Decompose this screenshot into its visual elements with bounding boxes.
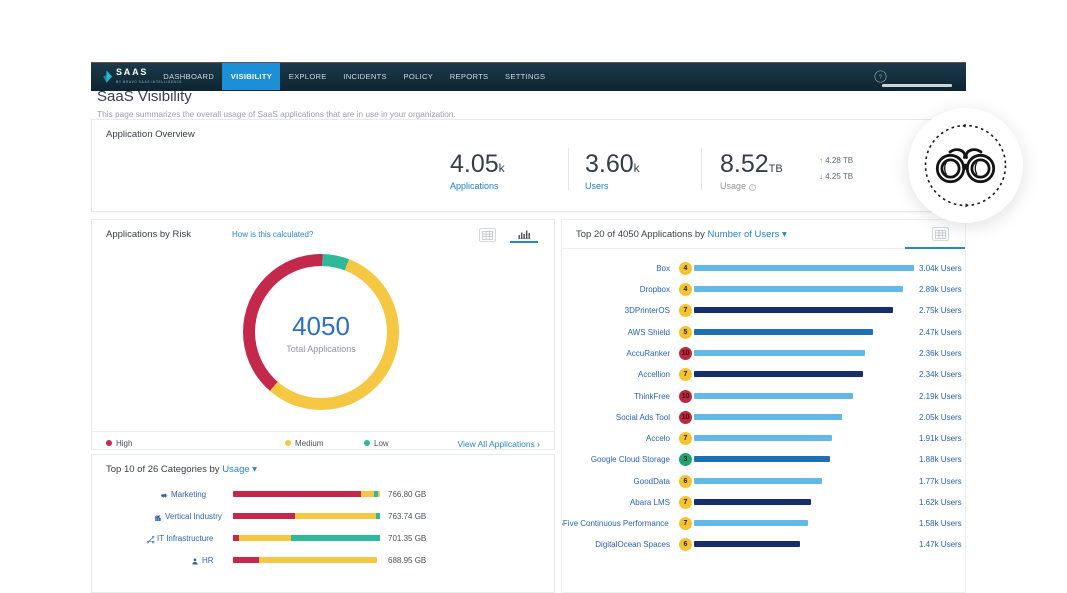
svg-text:?: ?: [879, 74, 883, 81]
